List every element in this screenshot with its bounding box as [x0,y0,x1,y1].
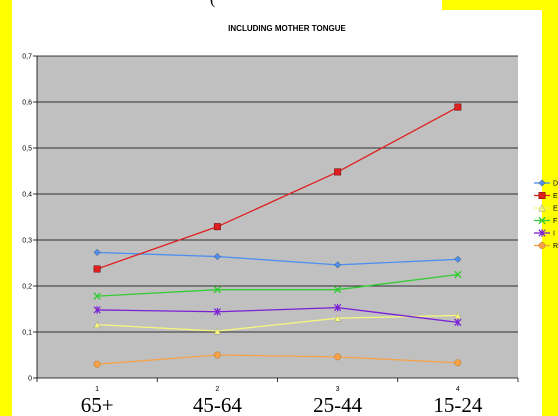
data-point [93,265,101,273]
series-E-2 [93,311,462,335]
legend-label: I [553,231,555,238]
data-point [334,261,342,269]
data-point [93,248,101,256]
y-tick-label: 0 [28,376,32,383]
grid-lines [37,55,518,333]
legend-label: D [553,181,558,188]
data-point [538,216,546,225]
data-point-stroke [454,270,462,279]
data-point [93,360,101,368]
data-point-stroke [538,216,546,225]
series-line [97,251,458,266]
series-line [97,306,458,323]
category-label: 15-24 [433,393,482,416]
data-point [213,327,221,335]
legend-item: E [534,192,558,200]
data-point [334,353,342,361]
data-point [213,253,221,261]
header-fragment: ( [210,0,215,9]
data-point-stroke [213,285,222,294]
data-point [454,318,462,327]
series-lines [93,103,462,368]
data-point [538,204,546,212]
data-point [334,314,342,322]
series-R-5 [93,351,462,368]
data-point [538,179,546,187]
chart-title: INCLUDING MOTHER TONGUE [228,24,346,33]
legend-item: I [534,229,555,238]
top-strip: ( [12,0,442,10]
series-F-3 [93,270,462,300]
y-tick-label: 0,4 [22,192,32,199]
legend-item: E [534,204,558,213]
data-point [213,285,222,294]
data-point [93,320,101,329]
legend-item: F [534,216,557,225]
legend-item: R [534,242,558,250]
data-point [454,103,462,111]
data-point [538,229,546,237]
series-E-1 [93,103,462,273]
data-point [454,359,462,367]
plot-area [37,56,518,378]
category-label: 25-44 [313,393,362,416]
y-tick-label: 0,6 [22,100,32,107]
series-I-4 [93,303,462,327]
y-tick-label: 0,7 [22,54,32,61]
data-point [93,306,101,314]
data-point [213,223,221,231]
data-point [454,270,462,279]
x-tick-label: 3 [336,386,340,393]
series-line [97,354,458,365]
data-point [334,303,342,312]
legend-label: R [553,243,558,250]
legend-label: F [553,218,557,225]
data-point [93,292,101,300]
x-tick-label: 4 [456,386,460,393]
axes: 0 0,1 0,2 0,3 0,4 0,5 0,6 0,7 165+ 245-64 325-44 41… [22,54,519,416]
series-line [97,273,458,297]
data-point [333,285,342,294]
series-D-0 [93,248,462,269]
series-line [97,314,458,332]
y-tick-label: 0,1 [22,330,32,337]
y-tick-label: 0,2 [22,284,32,291]
data-point [538,242,546,249]
data-point [334,168,342,176]
legend-label: E [553,206,558,213]
legend-label: E [553,193,558,200]
y-tick-label: 0,5 [22,146,32,153]
data-point [213,351,221,359]
legend-item: D [534,179,558,188]
data-point [454,255,462,263]
series-line [96,106,459,270]
data-point [213,307,221,316]
category-label: 45-64 [193,393,242,416]
data-point-stroke [333,285,342,294]
x-tick-label: 2 [215,386,219,393]
data-point-stroke [93,292,101,300]
category-label: 65+ [81,393,114,416]
data-point [538,192,546,199]
y-tick-label: 0,3 [22,238,32,245]
x-tick-label: 1 [95,386,99,393]
